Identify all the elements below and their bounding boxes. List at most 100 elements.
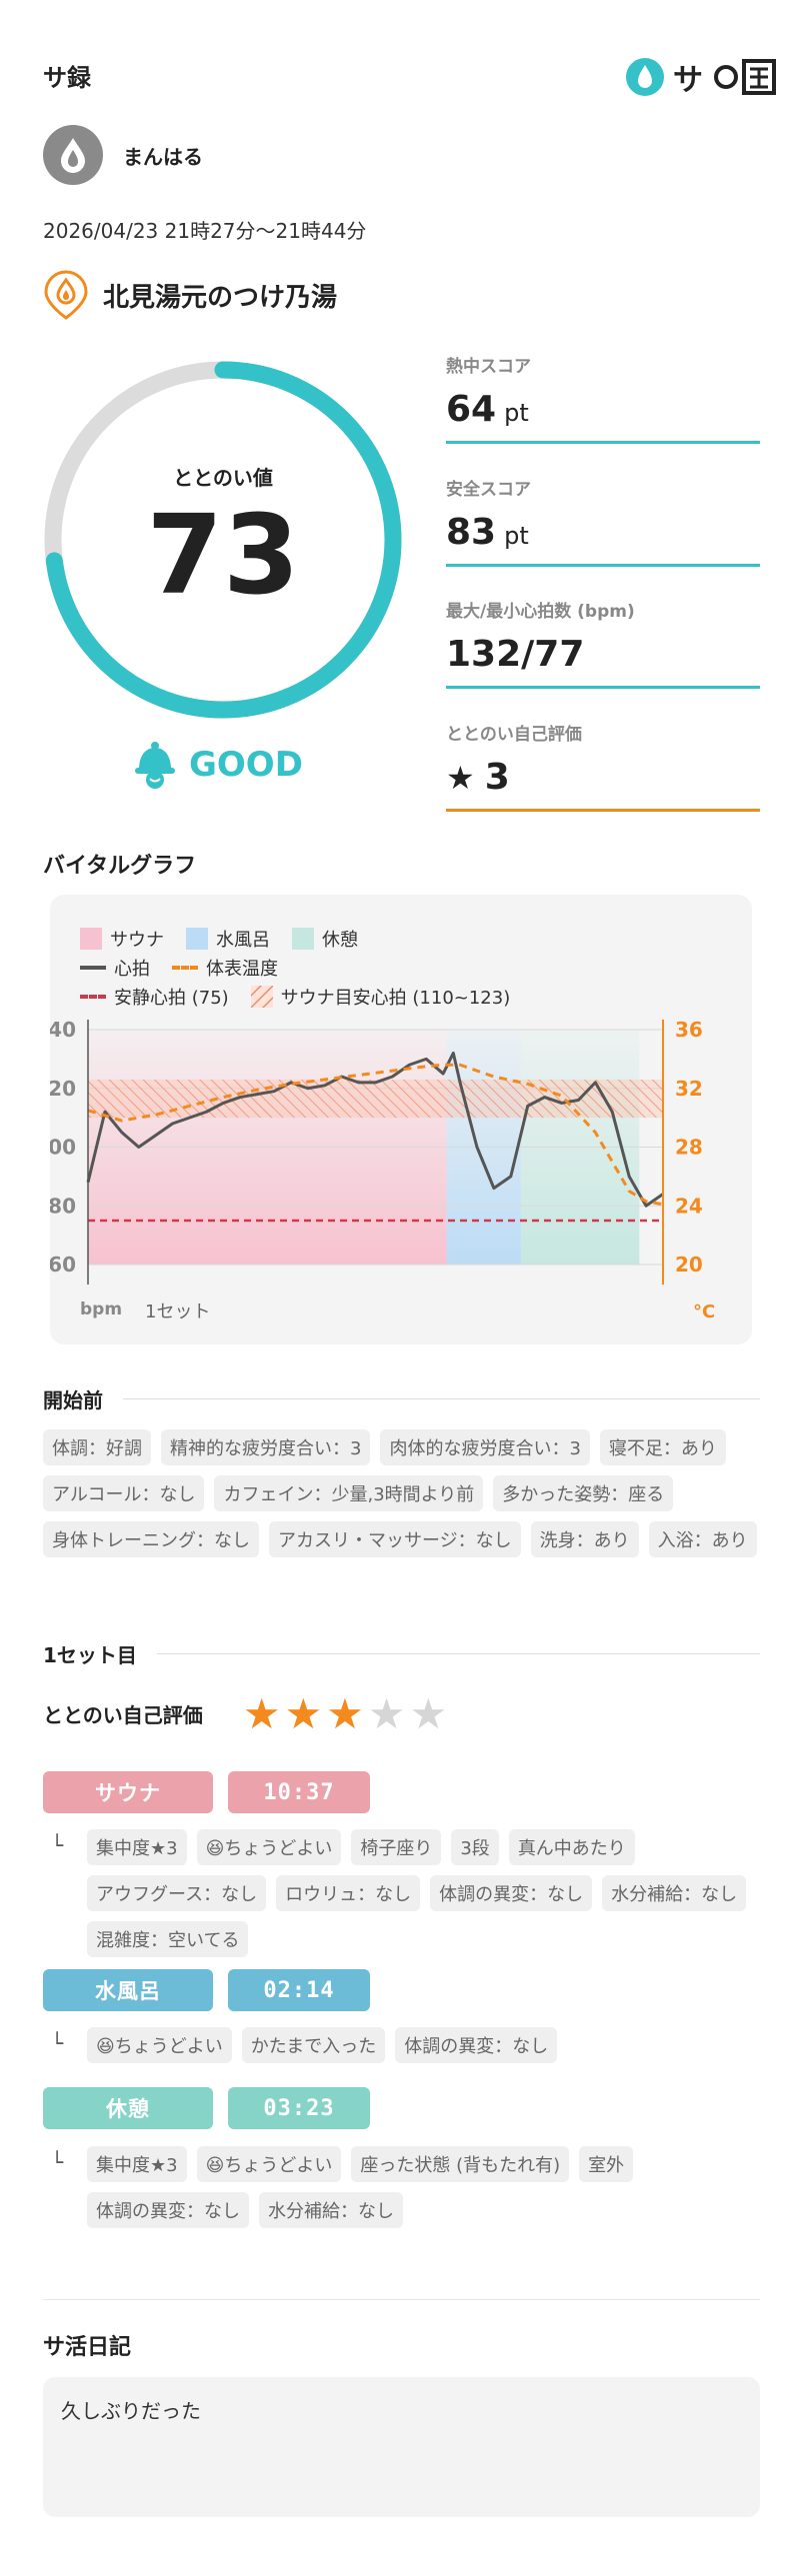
before-section-title: 開始前 xyxy=(43,1384,760,1413)
condition-tag: 洗身：あり xyxy=(530,1521,639,1557)
page-title: サ録 xyxy=(43,64,91,92)
heat-score-unit: pt xyxy=(504,399,529,427)
user-profile[interactable]: まんはる xyxy=(43,125,203,185)
corner-icon: └ xyxy=(51,1833,64,1857)
right-tick-label: 20 xyxy=(675,1253,703,1277)
heart-rate-label: 最大/最小心拍数 (bpm) xyxy=(446,602,635,622)
facility-name: 北見湯元のつけ乃湯 xyxy=(103,282,338,313)
left-tick-label: 60 xyxy=(50,1253,76,1277)
condition-tag: アルコール：なし xyxy=(43,1475,205,1511)
legend-water: 水風呂 xyxy=(186,926,270,952)
skin-temp-line xyxy=(87,1063,664,1207)
heat-score-value-row: 64 pt xyxy=(446,389,760,444)
condition-tag: 寝不足：あり xyxy=(599,1429,726,1465)
resting-line-swatch xyxy=(80,995,106,999)
set1-rating-label: ととのい自己評価 xyxy=(43,1703,203,1727)
rest-detail-tag: 集中度★3 xyxy=(87,2146,187,2182)
before-title: 開始前 xyxy=(43,1388,103,1412)
safety-score: 安全スコア 83 pt xyxy=(446,475,760,567)
rest-detail-tag: 室外 xyxy=(579,2146,634,2182)
water-detail-tag: 体調の異変：なし xyxy=(395,2027,558,2063)
facility-link[interactable]: 北見湯元のつけ乃湯 xyxy=(43,270,337,320)
corner-icon: └ xyxy=(51,2031,64,2055)
condition-tag: 精神的な疲労度合い：3 xyxy=(161,1429,371,1465)
legend-skin: 体表温度 xyxy=(172,955,278,981)
left-tick-label: 120 xyxy=(50,1077,76,1101)
legend-target-label: サウナ目安心拍 (110~123) xyxy=(280,988,511,1009)
divider xyxy=(156,1653,760,1654)
left-unit: bpm xyxy=(80,1299,122,1319)
sauna-detail-tag: 混雑度：空いてる xyxy=(87,1921,249,1957)
rest-phase: 休憩 03:23 xyxy=(43,2087,370,2129)
condition-tag: 身体トレーニング：なし xyxy=(43,1521,259,1557)
self-rating-value: 3 xyxy=(484,757,510,798)
legend-water-label: 水風呂 xyxy=(216,930,270,951)
sauna-time: 10:37 xyxy=(228,1771,370,1813)
sauna-hat-icon xyxy=(135,742,175,789)
session-datetime: 2026/04/23 21時27分〜21時44分 xyxy=(43,219,367,243)
logo-text: サ xyxy=(673,63,704,98)
facility-pin-icon xyxy=(44,270,88,320)
condition-tag: 入浴：あり xyxy=(648,1521,757,1557)
diary-text: 久しぶりだった xyxy=(61,2399,201,2423)
heart-rate-value-row: 132/77 xyxy=(446,634,760,689)
legend-target: サウナ目安心拍 (110~123) xyxy=(250,984,511,1010)
left-tick-label: 140 xyxy=(50,1018,76,1042)
rest-time: 03:23 xyxy=(228,2087,370,2129)
left-tick-label: 100 xyxy=(50,1136,76,1160)
sauna-phase: サウナ 10:37 xyxy=(43,1771,370,1813)
water-swatch xyxy=(186,928,208,950)
legend-resting: 安静心拍 (75) xyxy=(80,984,229,1010)
target-hatch-swatch xyxy=(250,986,273,1008)
heat-score-value: 64 xyxy=(446,389,497,430)
avatar xyxy=(43,125,103,185)
rating-indicator: GOOD xyxy=(133,740,303,790)
water-time: 02:14 xyxy=(228,1969,370,2011)
vital-graph-title: バイタルグラフ xyxy=(43,854,197,879)
condition-tag: アカスリ・マッサージ：なし xyxy=(269,1521,521,1557)
totonoi-gauge xyxy=(44,361,402,719)
right-tick-label: 36 xyxy=(675,1018,703,1042)
self-rating-value-row: ★ 3 xyxy=(446,757,760,812)
vital-chart: 140 120 100 80 60 36 32 28 24 20 bpm 1セット °C xyxy=(50,1018,715,1322)
section-divider xyxy=(43,2299,760,2300)
sauna-details: └ 集中度★3 😆ちょうどよい 椅子座り 3段 真ん中あたり アウフグース：なし ロウリュ：な… xyxy=(43,1829,760,1957)
safety-score-value-row: 83 pt xyxy=(446,512,760,567)
water-details: └ 😆ちょうどよい かたまで入った 体調の異変：なし xyxy=(43,2027,760,2063)
sauna-badge: サウナ xyxy=(43,1771,213,1813)
rest-details: └ 集中度★3 😆ちょうどよい 座った状態 (背もたれ有) 室外 体調の異変：なし 水分補給… xyxy=(43,2146,760,2228)
heart-rate-range: 最大/最小心拍数 (bpm) 132/77 xyxy=(446,597,760,689)
water-phase: 水風呂 02:14 xyxy=(43,1969,370,2011)
sauna-detail-tag: 水分補給：なし xyxy=(602,1875,747,1911)
condition-tag: 多かった姿勢：座る xyxy=(493,1475,674,1511)
legend-row-2: 心拍 体表温度 xyxy=(80,955,278,981)
heart-rate-line xyxy=(86,1052,664,1208)
sakatsu-logo[interactable]: サ xyxy=(625,55,776,99)
set1-title: 1セット目 xyxy=(43,1643,137,1667)
rest-detail-tag: 水分補給：なし xyxy=(259,2192,403,2228)
rest-detail-tag: 😆ちょうどよい xyxy=(196,2146,342,2182)
star-filled-icon: ★ xyxy=(326,1689,364,1738)
condition-tag: 体調：好調 xyxy=(43,1429,151,1465)
condition-tag: カフェイン：少量,3時間より前 xyxy=(214,1475,484,1511)
legend-hr-label: 心拍 xyxy=(114,959,150,980)
legend-rest-label: 休憩 xyxy=(322,930,358,951)
legend-resting-label: 安静心拍 (75) xyxy=(114,988,229,1009)
diary-box: 久しぶりだった xyxy=(43,2377,760,2517)
corner-icon: └ xyxy=(51,2150,64,2174)
heart-rate-value: 132/77 xyxy=(446,634,585,675)
sauna-detail-tag: ロウリュ：なし xyxy=(276,1875,421,1911)
safety-score-value: 83 xyxy=(446,512,497,553)
username: まんはる xyxy=(123,144,203,169)
rating-text: GOOD xyxy=(189,745,303,785)
star-empty-icon: ★ xyxy=(409,1689,448,1738)
self-rating-summary: ととのい自己評価 ★ 3 xyxy=(446,720,760,812)
rest-detail-tag: 座った状態 (背もたれ有) xyxy=(351,2146,570,2182)
water-badge: 水風呂 xyxy=(43,1969,213,2011)
legend-sauna: サウナ xyxy=(80,926,164,952)
legend-sauna-label: サウナ xyxy=(110,930,164,951)
heat-score-label: 熱中スコア xyxy=(446,357,531,377)
sauna-detail-tag: 体調の異変：なし xyxy=(430,1875,593,1911)
star-filled-icon: ★ xyxy=(284,1689,323,1738)
totonoi-value: 73 xyxy=(146,491,300,619)
